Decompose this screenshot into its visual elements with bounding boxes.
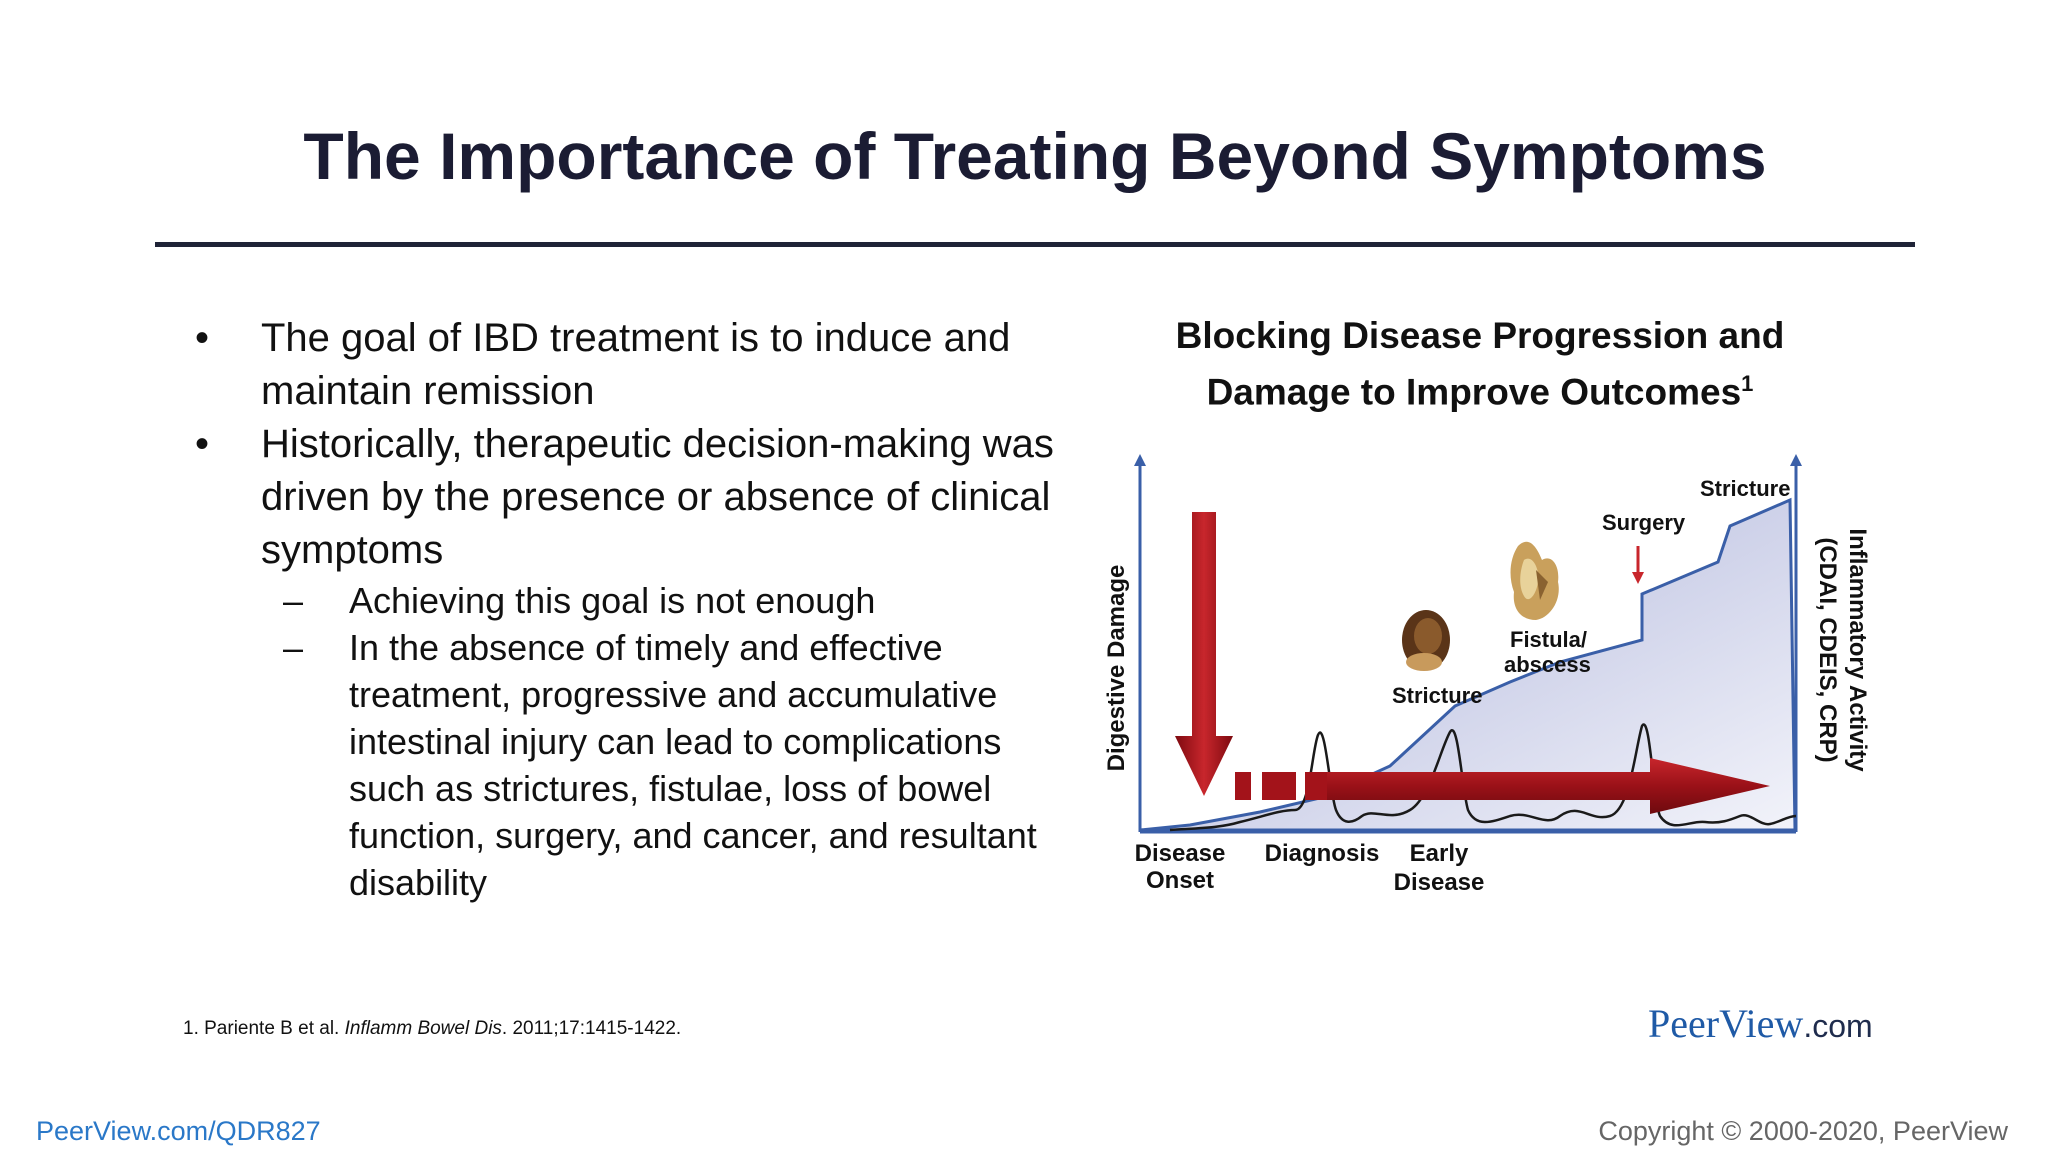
reference-suffix: . 2011;17:1415-1422.	[501, 1018, 682, 1039]
horizontal-red-arrow	[1327, 758, 1770, 814]
sub-bullet-text: In the absence of timely and effective t…	[349, 627, 1037, 903]
sub-bullet-mark: –	[283, 580, 304, 621]
disease-progression-diagram: Stricture Fistula/ abscess Surgery Stric…	[1103, 454, 1871, 896]
x-label-onset-1: Disease	[1135, 840, 1226, 867]
slide-title: The Importance of Treating Beyond Sympto…	[303, 119, 1767, 193]
y-right-label-2: (CDAI, CDEIS, CRP)	[1814, 537, 1841, 762]
annotation-surgery: Surgery	[1602, 510, 1686, 535]
sub-bullet-item: – Achieving this goal is not enough	[195, 577, 1065, 624]
reference-journal: Inflamm Bowel Dis	[344, 1018, 502, 1039]
sub-bullet-mark: –	[283, 627, 304, 668]
bullet-text: The goal of IBD treatment is to induce a…	[261, 316, 1011, 413]
bullet-item: • The goal of IBD treatment is to induce…	[195, 312, 1065, 418]
x-label-onset-2: Onset	[1146, 867, 1214, 894]
diagram-title-ref: 1	[1741, 371, 1754, 396]
diagram-title: Blocking Disease Progression and Damage …	[1100, 312, 1860, 416]
surgery-marker-arrowhead	[1632, 572, 1644, 584]
reference-footnote: 1. Pariente B et al. Inflamm Bowel Dis. …	[183, 1018, 681, 1040]
annotation-stricture-low: Stricture	[1392, 683, 1482, 708]
x-label-early-2: Disease	[1394, 869, 1485, 896]
annotation-stricture-high: Stricture	[1700, 476, 1790, 501]
sub-bullet-item: – In the absence of timely and effective…	[195, 624, 1065, 906]
bullet-list: • The goal of IBD treatment is to induce…	[195, 312, 1065, 906]
copyright-notice: Copyright © 2000-2020, PeerView	[1598, 1116, 2008, 1146]
bullet-item: • Historically, therapeutic decision-mak…	[195, 418, 1065, 577]
bullet-text: Historically, therapeutic decision-makin…	[261, 422, 1054, 572]
x-label-early-1: Early	[1410, 840, 1469, 867]
right-axis-arrowhead	[1790, 454, 1802, 466]
brand-main: PeerView	[1648, 1001, 1804, 1046]
red-dash-2	[1262, 772, 1296, 800]
fistula-tissue-image	[1510, 541, 1559, 620]
digestive-damage-area	[1139, 497, 1797, 832]
annotation-fistula-line2: abscess	[1504, 652, 1591, 677]
sub-bullet-text: Achieving this goal is not enough	[349, 580, 876, 621]
inflammatory-activity-line	[1169, 723, 1797, 832]
stricture-tissue-image	[1402, 610, 1450, 671]
downward-red-arrow	[1175, 512, 1233, 796]
reference-prefix: 1. Pariente B et al.	[183, 1018, 345, 1039]
brand-tld: .com	[1803, 1008, 1873, 1044]
annotation-fistula-line1: Fistula/	[1510, 627, 1587, 652]
red-dash-3	[1305, 772, 1327, 800]
y-right-label-1: Inflammatory Activity	[1844, 528, 1871, 772]
bullet-mark: •	[195, 422, 210, 466]
diagram-title-text: Blocking Disease Progression and Damage …	[1175, 315, 1785, 413]
left-axis-arrowhead	[1134, 454, 1146, 466]
title-divider	[155, 242, 1915, 247]
x-label-diagnosis: Diagnosis	[1265, 840, 1380, 867]
y-left-label: Digestive Damage	[1103, 565, 1130, 772]
red-dash-1	[1235, 772, 1251, 800]
peerview-logo: PeerView.com	[1648, 1000, 1873, 1047]
course-link[interactable]: PeerView.com/QDR827	[36, 1116, 321, 1146]
bullet-mark: •	[195, 316, 210, 360]
